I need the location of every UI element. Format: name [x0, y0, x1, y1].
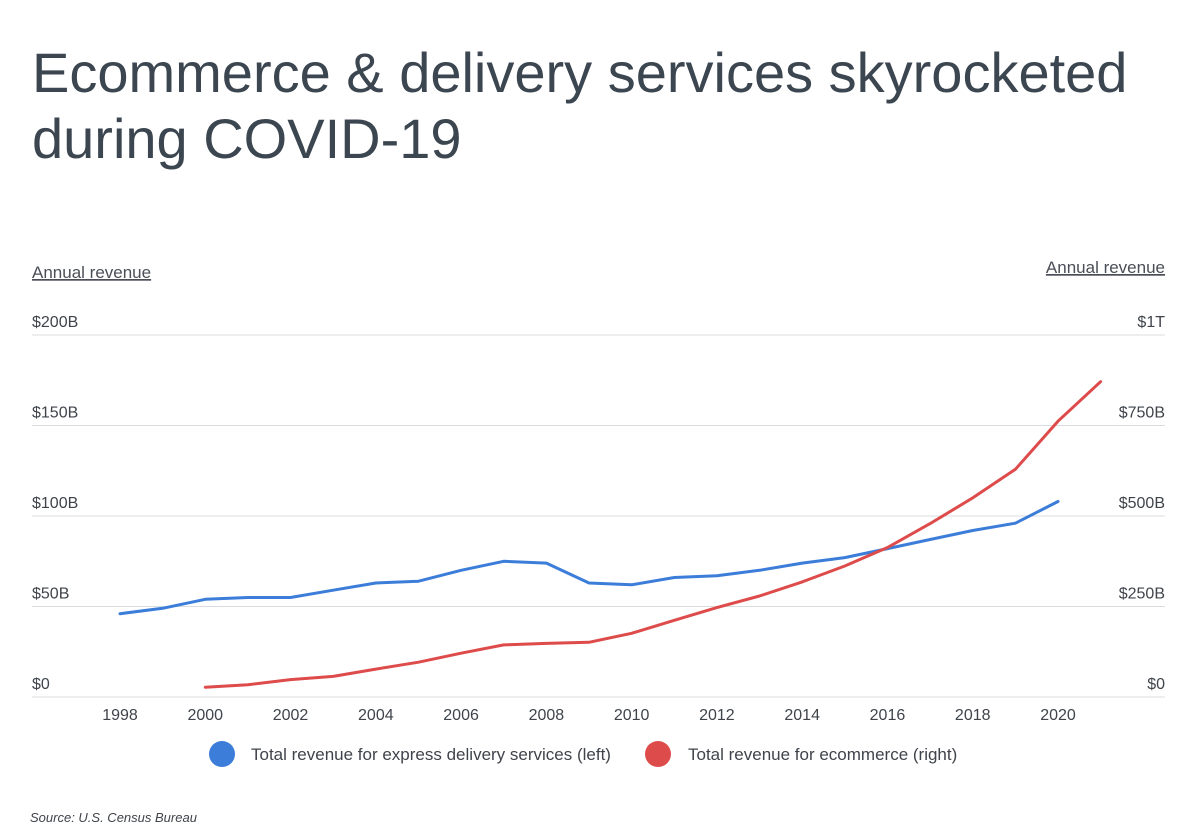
chart-title: Ecommerce & delivery services skyrockete… — [32, 41, 1128, 170]
x-tick-label: 2004 — [358, 707, 394, 724]
left-tick-label: $50B — [32, 586, 69, 603]
x-tick-label: 1998 — [102, 707, 138, 724]
legend-label-ecommerce: Total revenue for ecommerce (right) — [688, 745, 957, 764]
ecommerce-revenue-line — [203, 380, 1103, 689]
right-tick-label: $750B — [1119, 405, 1165, 422]
x-tick-label: 2002 — [273, 707, 309, 724]
x-tick-label: 2014 — [784, 707, 820, 724]
x-tick-label: 2000 — [187, 707, 223, 724]
source-note: Source: U.S. Census Bureau — [30, 810, 197, 825]
legend-label-delivery: Total revenue for express delivery servi… — [251, 745, 611, 764]
right-tick-label: $250B — [1119, 586, 1165, 603]
legend: Total revenue for express delivery servi… — [209, 741, 957, 767]
legend-marker-delivery — [209, 741, 235, 767]
left-axis-title: Annual revenue — [32, 263, 151, 282]
delivery-revenue-line — [118, 500, 1060, 616]
x-tick-label: 2018 — [955, 707, 991, 724]
right-tick-label: $500B — [1119, 495, 1165, 512]
x-axis-ticks: 1998 2000 2002 2004 2006 2008 2010 2012 2014 2016… — [102, 707, 1076, 724]
left-axis-ticks: $0 $50B $100B $150B $200B — [32, 314, 78, 693]
x-tick-label: 2012 — [699, 707, 735, 724]
right-axis-ticks: $0 $250B $500B $750B $1T — [1119, 314, 1165, 693]
left-tick-label: $100B — [32, 495, 78, 512]
x-tick-label: 2020 — [1040, 707, 1076, 724]
series-lines — [118, 380, 1103, 689]
x-tick-label: 2016 — [870, 707, 906, 724]
legend-marker-ecommerce — [645, 741, 671, 767]
right-axis-title: Annual revenue — [1046, 258, 1165, 277]
x-tick-label: 2010 — [614, 707, 650, 724]
left-tick-label: $200B — [32, 314, 78, 331]
left-tick-label: $0 — [32, 676, 50, 693]
x-tick-label: 2006 — [443, 707, 479, 724]
right-tick-label: $1T — [1137, 314, 1165, 331]
gridlines — [32, 334, 1165, 698]
left-tick-label: $150B — [32, 405, 78, 422]
x-tick-label: 2008 — [529, 707, 565, 724]
right-tick-label: $0 — [1147, 676, 1165, 693]
